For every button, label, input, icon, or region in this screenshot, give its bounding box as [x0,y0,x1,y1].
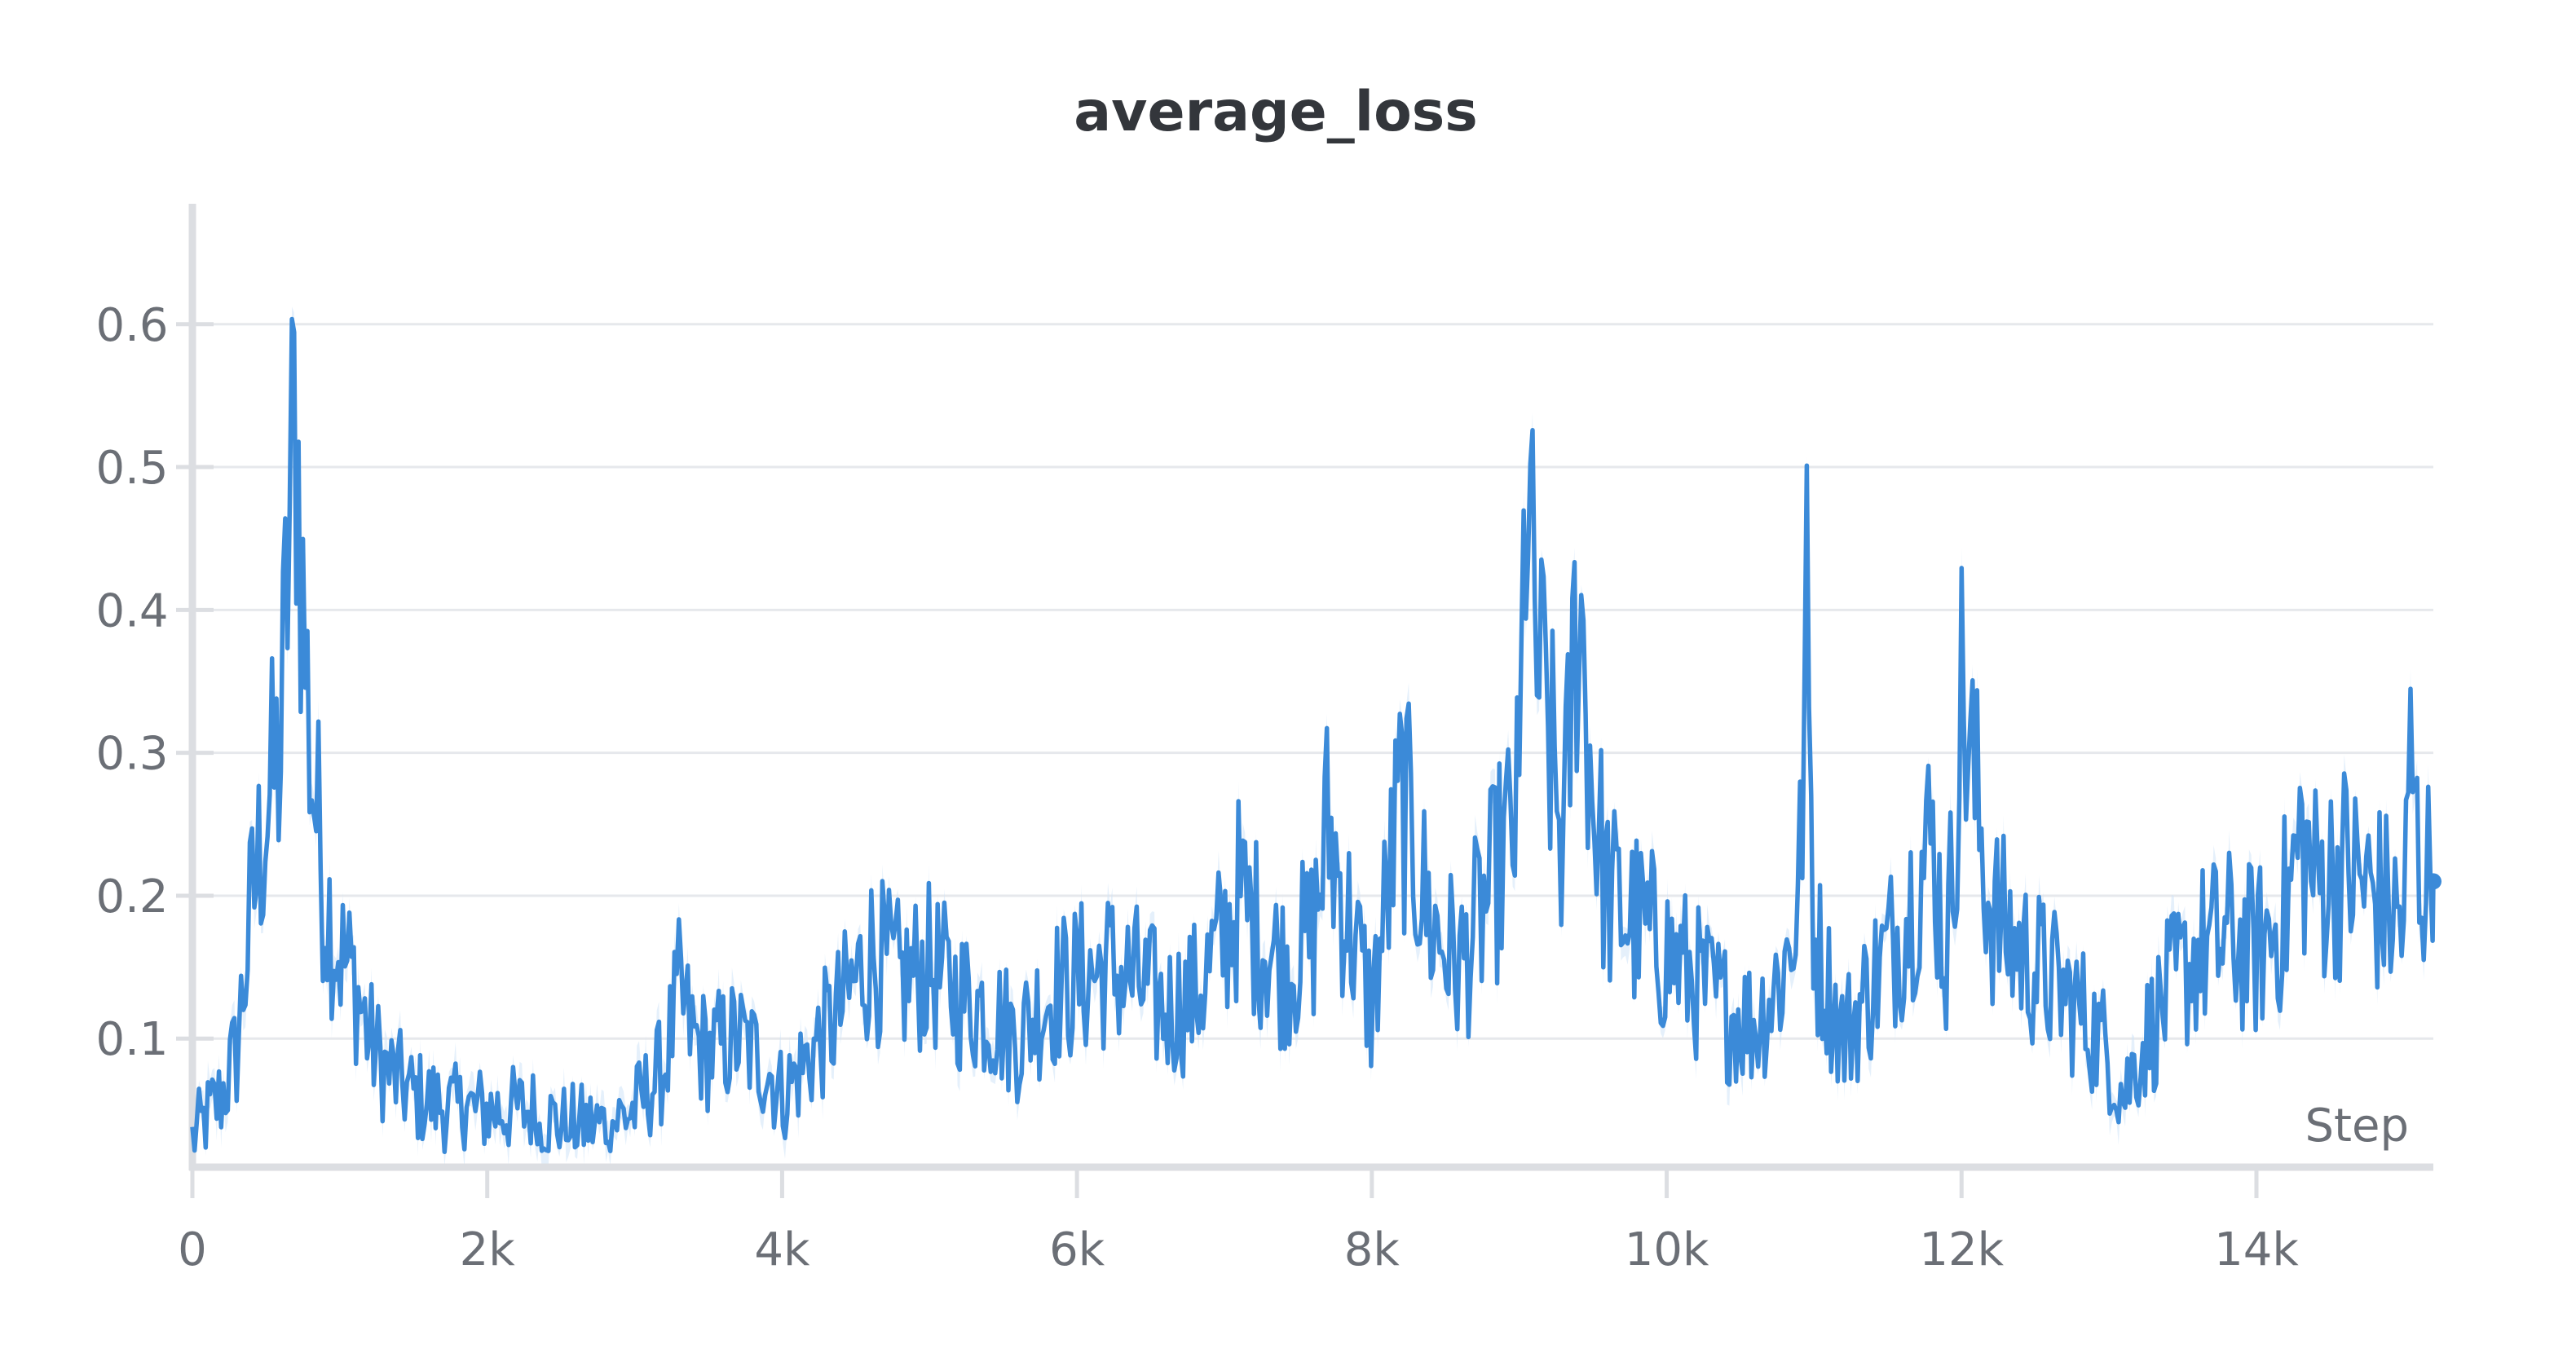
y-tick-label: 0.2 [95,870,168,923]
y-tick-label: 0.1 [95,1013,168,1066]
x-tick-label: 14k [2214,1223,2299,1276]
y-tick-label: 0.3 [95,728,168,781]
y-tick-label: 0.4 [95,584,168,637]
plot-area [190,316,2441,1154]
y-tick-labels: 0.1 0.2 0.3 0.4 0.5 0.6 [95,299,168,1066]
axes [176,204,2433,1198]
x-axis-label: Step [2305,1100,2409,1152]
chart-title: average_loss [1074,80,1478,144]
x-tick-label: 8k [1344,1223,1400,1276]
series-end-point[interactable] [2425,873,2441,890]
x-tick-label: 0 [178,1223,207,1276]
x-tick-label: 10k [1625,1223,1709,1276]
grid-lines [214,323,2433,1040]
y-tick-label: 0.5 [95,442,168,495]
y-tick-label: 0.6 [95,299,168,352]
x-tick-label: 2k [460,1223,516,1276]
x-tick-label: 4k [754,1223,810,1276]
x-tick-label: 12k [1919,1223,2004,1276]
x-tick-label: 6k [1049,1223,1105,1276]
x-tick-labels: 0 2k 4k 6k 8k 10k 12k 14k [178,1223,2299,1276]
series-line[interactable] [190,316,2436,1154]
